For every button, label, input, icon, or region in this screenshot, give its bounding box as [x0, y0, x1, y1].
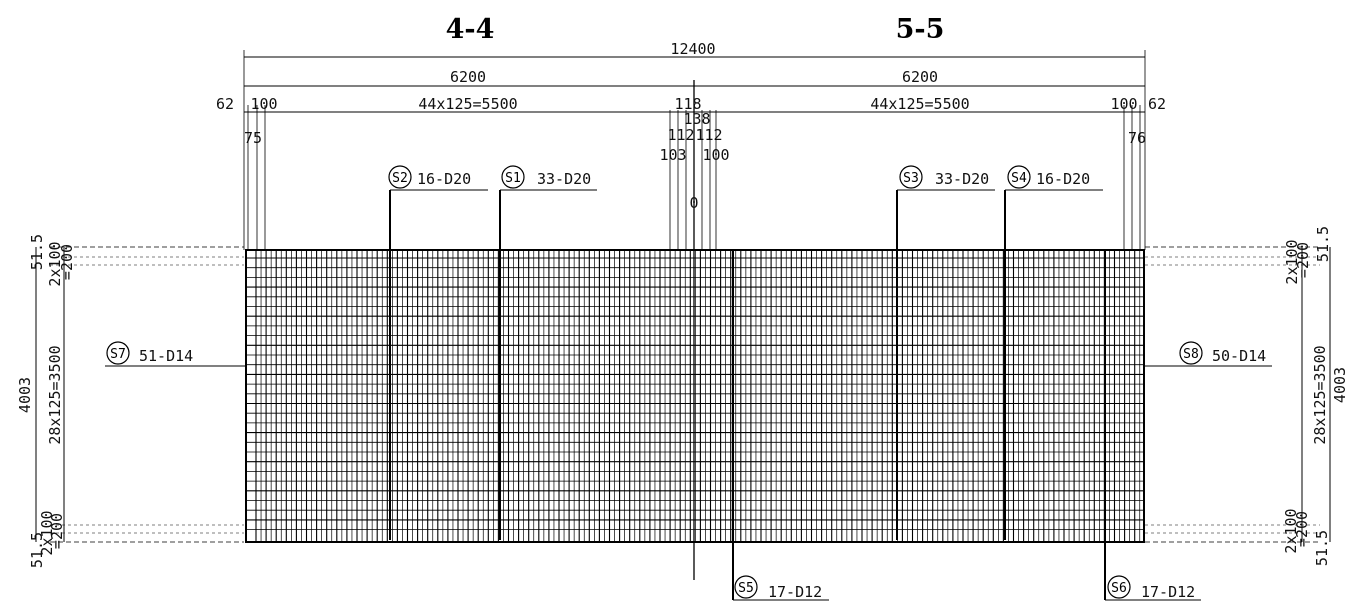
- dimension-spacing: 62 100 44x125=5500 118 44x125=5500 100 6…: [216, 95, 1166, 212]
- callout-mark: S1: [505, 171, 521, 186]
- callout-mark: S5: [738, 581, 754, 596]
- dim-edge-left-100: 100: [250, 95, 277, 113]
- dim-right-top-515: 51.5: [1314, 226, 1332, 262]
- callout-mark: S3: [903, 171, 919, 186]
- dim-right-height: 4003: [1331, 367, 1349, 403]
- callout-mark: S2: [392, 171, 408, 186]
- callout-bubble: [106, 341, 130, 365]
- dim-mid-0: 0: [689, 194, 698, 212]
- dim-mid-118: 118: [674, 95, 701, 113]
- callout-bubble: [899, 165, 923, 189]
- dim-overall-label: 12400: [670, 40, 715, 58]
- extension-ticks: [247, 105, 1141, 250]
- callout-s7: S7 51-D14: [106, 341, 193, 365]
- callout-s5: S5 17-D12: [734, 575, 822, 601]
- callout-bubble: [1107, 575, 1131, 599]
- callout-mark: S7: [110, 347, 126, 362]
- callout-bubble: [388, 165, 412, 189]
- callout-spec: 17-D12: [768, 583, 822, 601]
- dimension-halves: 6200 6200: [244, 68, 1145, 580]
- callout-s6: S6 17-D12: [1107, 575, 1195, 601]
- callout-bubble: [1179, 341, 1203, 365]
- callout-spec: 16-D20: [1036, 170, 1090, 188]
- callout-spec: 51-D14: [139, 347, 193, 365]
- callout-spec: 17-D12: [1141, 583, 1195, 601]
- dim-left-bot-2x100: 2x100: [38, 510, 56, 555]
- callout-spec: 50-D14: [1212, 347, 1266, 365]
- dimension-overall: 12400: [243, 40, 1146, 250]
- dim-mid-103: 103: [659, 146, 686, 164]
- callout-mark: S6: [1111, 581, 1127, 596]
- callout-leaders: [105, 189, 1272, 601]
- callout-spec: 16-D20: [417, 170, 471, 188]
- dim-sub-right-76: 76: [1128, 129, 1146, 147]
- callout-s3: S3 33-D20: [899, 165, 989, 189]
- dim-left-top-515: 51.5: [28, 234, 46, 270]
- callout-bubble: [1007, 165, 1031, 189]
- dim-right-bot-515: 51.5: [1313, 530, 1331, 566]
- dim-spacing-right-label: 44x125=5500: [870, 95, 969, 113]
- section-title-5-5: 5-5: [896, 14, 945, 45]
- dim-sub-left-75: 75: [244, 129, 262, 147]
- dim-right-top-200: =200: [1294, 242, 1312, 278]
- callout-bubble: [734, 575, 758, 599]
- dim-left-top-200: =200: [58, 244, 76, 280]
- callout-bubble: [501, 165, 525, 189]
- callout-s1: S1 33-D20: [501, 165, 591, 189]
- dim-right-top-2x100: 2x100: [1283, 239, 1301, 284]
- callout-s2: S2 16-D20: [388, 165, 471, 189]
- dim-left-bot-200: =200: [48, 513, 66, 549]
- dim-half-right-label: 6200: [902, 68, 938, 86]
- callout-spec: 33-D20: [935, 170, 989, 188]
- dim-left-height: 4003: [16, 377, 34, 413]
- dim-edge-left-62: 62: [216, 95, 234, 113]
- section-title-4-4: 4-4: [446, 14, 495, 45]
- dim-left-bot-515: 51.5: [28, 532, 46, 568]
- callout-s8: S8 50-D14: [1179, 341, 1266, 365]
- dim-mid-112b: 112: [695, 126, 722, 144]
- dimension-right-vertical: 2x100 =200 51.5 28x125=3500 4003 2x100 =…: [1282, 226, 1349, 566]
- dim-right-span: 28x125=3500: [1311, 345, 1329, 444]
- dim-left-span: 28x125=3500: [46, 345, 64, 444]
- dim-edge-right-62: 62: [1148, 95, 1166, 113]
- dim-left-top-2x100: 2x100: [46, 241, 64, 286]
- dim-mid-112a: 112: [667, 126, 694, 144]
- horizontal-extension-lines: [50, 246, 1320, 543]
- callout-s4: S4 16-D20: [1007, 165, 1090, 189]
- dim-half-left-label: 6200: [450, 68, 486, 86]
- dim-edge-right-100: 100: [1110, 95, 1137, 113]
- callout-spec: 33-D20: [537, 170, 591, 188]
- dim-right-bot-200: =200: [1293, 511, 1311, 547]
- callout-mark: S8: [1183, 347, 1199, 362]
- callout-mark: S4: [1011, 171, 1027, 186]
- rebar-mesh: [245, 249, 1145, 543]
- dimension-left-vertical: 4003 28x125=3500 51.5 2x100 =200 51.5 2x…: [16, 234, 76, 568]
- dim-right-bot-2x100: 2x100: [1282, 508, 1300, 553]
- dim-mid-138: 138: [683, 110, 710, 128]
- dim-spacing-left-label: 44x125=5500: [418, 95, 517, 113]
